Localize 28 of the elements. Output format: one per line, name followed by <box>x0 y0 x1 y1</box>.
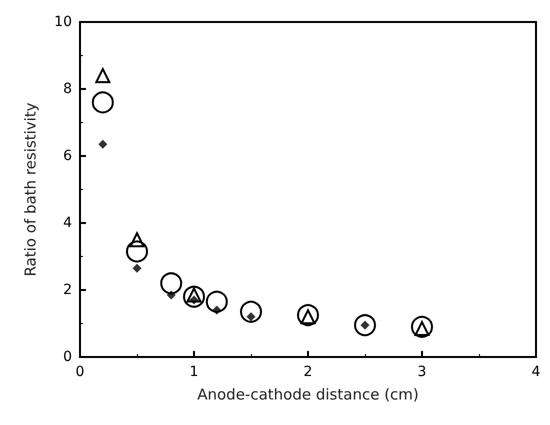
x-tick-label: 1 <box>190 364 198 380</box>
y-tick-label: 10 <box>54 14 72 30</box>
point <box>411 316 433 338</box>
x-tick-label: 4 <box>532 364 541 380</box>
point <box>92 91 114 114</box>
y-tick-label: 2 <box>63 282 72 298</box>
point <box>166 290 176 300</box>
x-tick-label: 3 <box>418 364 426 380</box>
point <box>160 272 182 294</box>
y-tick-label: 4 <box>63 215 72 231</box>
y-tick-label: 6 <box>63 148 72 164</box>
point <box>240 300 262 323</box>
point <box>126 240 148 262</box>
x-axis-title: Anode-cathode distance (cm) <box>197 386 419 404</box>
y-tick-label: 8 <box>63 81 72 97</box>
point <box>98 140 108 149</box>
y-tick-label: 0 <box>63 349 72 365</box>
x-tick-label: 2 <box>304 364 312 380</box>
point <box>132 264 142 273</box>
point <box>212 306 222 315</box>
point <box>246 312 256 322</box>
point <box>130 232 144 248</box>
x-tick-label: 0 <box>76 364 84 380</box>
point <box>297 304 319 326</box>
point <box>95 68 110 84</box>
point <box>206 290 228 313</box>
point <box>183 286 205 308</box>
y-axis-title: Ratio of bath resistivity <box>22 102 40 277</box>
